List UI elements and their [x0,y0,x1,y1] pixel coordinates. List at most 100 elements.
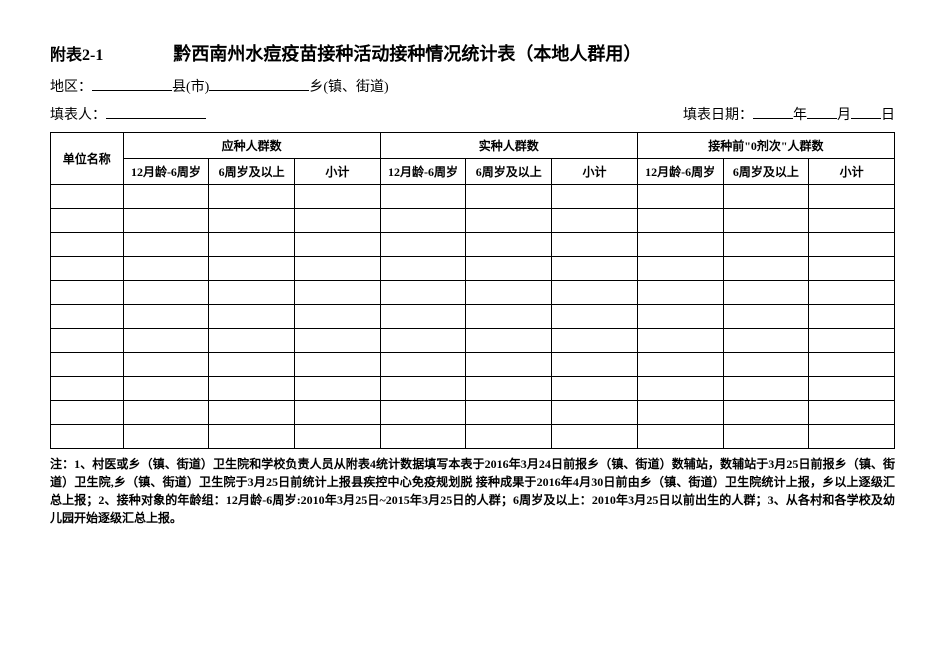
table-cell[interactable] [295,305,381,329]
table-cell[interactable] [295,233,381,257]
table-cell[interactable] [380,425,466,449]
table-cell[interactable] [123,401,209,425]
table-cell[interactable] [552,257,638,281]
table-cell[interactable] [809,353,895,377]
table-cell[interactable] [637,329,723,353]
day-blank[interactable] [851,105,881,119]
table-cell[interactable] [809,233,895,257]
table-cell[interactable] [209,185,295,209]
table-cell[interactable] [380,209,466,233]
table-cell[interactable] [809,281,895,305]
table-cell[interactable] [123,425,209,449]
filler-name-blank[interactable] [106,105,206,119]
table-cell[interactable] [51,209,124,233]
table-cell[interactable] [123,281,209,305]
county-blank[interactable] [92,77,172,91]
table-cell[interactable] [380,329,466,353]
table-cell[interactable] [380,233,466,257]
table-cell[interactable] [123,185,209,209]
table-cell[interactable] [123,329,209,353]
table-cell[interactable] [637,257,723,281]
table-cell[interactable] [51,185,124,209]
table-cell[interactable] [123,233,209,257]
table-cell[interactable] [380,353,466,377]
month-blank[interactable] [807,105,837,119]
year-blank[interactable] [753,105,793,119]
table-cell[interactable] [380,305,466,329]
table-cell[interactable] [209,425,295,449]
table-cell[interactable] [552,425,638,449]
table-cell[interactable] [295,281,381,305]
table-cell[interactable] [209,281,295,305]
table-cell[interactable] [295,257,381,281]
table-cell[interactable] [380,281,466,305]
table-cell[interactable] [51,233,124,257]
table-cell[interactable] [380,257,466,281]
table-cell[interactable] [209,353,295,377]
table-cell[interactable] [809,209,895,233]
table-cell[interactable] [637,185,723,209]
table-cell[interactable] [466,401,552,425]
table-cell[interactable] [552,329,638,353]
table-cell[interactable] [723,257,809,281]
table-cell[interactable] [380,185,466,209]
table-cell[interactable] [209,233,295,257]
table-cell[interactable] [209,209,295,233]
table-cell[interactable] [51,329,124,353]
table-cell[interactable] [809,257,895,281]
table-cell[interactable] [552,353,638,377]
table-cell[interactable] [123,257,209,281]
table-cell[interactable] [466,329,552,353]
table-cell[interactable] [123,377,209,401]
table-cell[interactable] [552,305,638,329]
table-cell[interactable] [723,281,809,305]
table-cell[interactable] [466,353,552,377]
table-cell[interactable] [552,233,638,257]
table-cell[interactable] [123,305,209,329]
table-cell[interactable] [637,281,723,305]
table-cell[interactable] [295,401,381,425]
table-cell[interactable] [552,377,638,401]
table-cell[interactable] [637,209,723,233]
table-cell[interactable] [552,185,638,209]
table-cell[interactable] [123,353,209,377]
table-cell[interactable] [209,305,295,329]
table-cell[interactable] [637,425,723,449]
table-cell[interactable] [723,305,809,329]
table-cell[interactable] [723,329,809,353]
table-cell[interactable] [380,401,466,425]
table-cell[interactable] [723,233,809,257]
table-cell[interactable] [723,425,809,449]
table-cell[interactable] [809,329,895,353]
table-cell[interactable] [51,401,124,425]
table-cell[interactable] [466,257,552,281]
table-cell[interactable] [723,401,809,425]
table-cell[interactable] [637,377,723,401]
table-cell[interactable] [209,401,295,425]
table-cell[interactable] [723,209,809,233]
table-cell[interactable] [466,233,552,257]
table-cell[interactable] [809,185,895,209]
table-cell[interactable] [51,305,124,329]
table-cell[interactable] [466,425,552,449]
table-cell[interactable] [552,209,638,233]
table-cell[interactable] [209,377,295,401]
table-cell[interactable] [466,185,552,209]
table-cell[interactable] [295,425,381,449]
town-blank[interactable] [209,77,309,91]
table-cell[interactable] [466,281,552,305]
table-cell[interactable] [295,185,381,209]
table-cell[interactable] [637,305,723,329]
table-cell[interactable] [552,281,638,305]
table-cell[interactable] [809,401,895,425]
table-cell[interactable] [637,233,723,257]
table-cell[interactable] [809,377,895,401]
table-cell[interactable] [809,305,895,329]
table-cell[interactable] [295,353,381,377]
table-cell[interactable] [295,377,381,401]
table-cell[interactable] [723,353,809,377]
table-cell[interactable] [209,257,295,281]
table-cell[interactable] [466,377,552,401]
table-cell[interactable] [51,281,124,305]
table-cell[interactable] [466,305,552,329]
